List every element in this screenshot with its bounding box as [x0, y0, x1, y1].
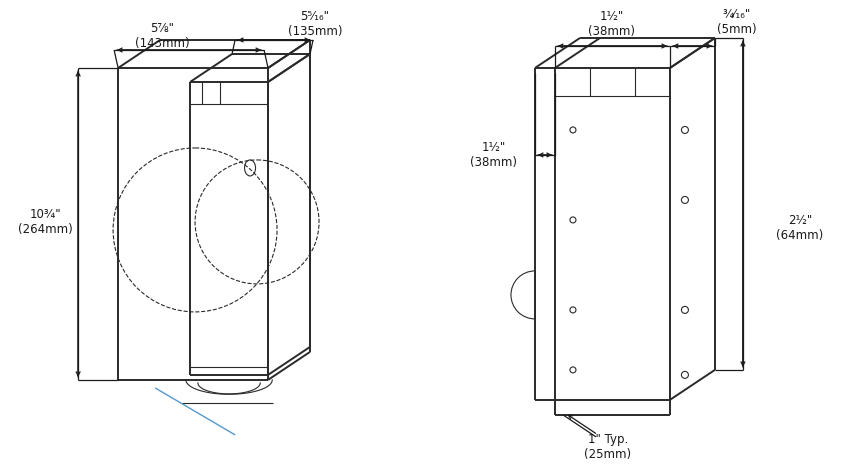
Text: ¾⁄₁₆"
(5mm): ¾⁄₁₆" (5mm): [717, 8, 756, 36]
Text: 2½"
(64mm): 2½" (64mm): [776, 214, 824, 242]
Text: 1½"
(38mm): 1½" (38mm): [471, 141, 518, 169]
Text: 10¾"
(264mm): 10¾" (264mm): [18, 208, 72, 236]
Text: 1" Typ.
(25mm): 1" Typ. (25mm): [585, 433, 632, 461]
Text: 5⁵⁄₁₆"
(135mm): 5⁵⁄₁₆" (135mm): [288, 10, 343, 38]
Text: 1½"
(38mm): 1½" (38mm): [588, 10, 636, 38]
Text: 5⅞"
(143mm): 5⅞" (143mm): [135, 22, 190, 50]
